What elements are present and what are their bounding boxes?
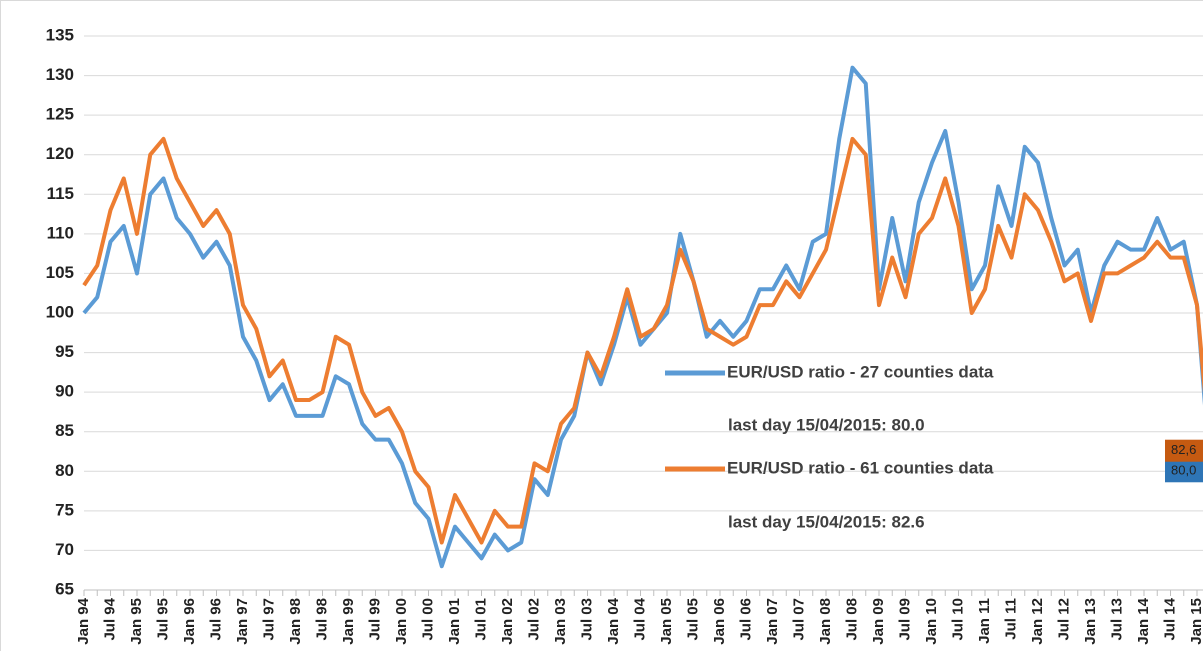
x-tick-label: Jan 09 — [870, 598, 887, 645]
x-tick-label: Jul 95 — [154, 598, 171, 641]
y-tick-label: 85 — [55, 421, 74, 440]
data-label: 82,6 — [1171, 442, 1196, 457]
x-tick-label: Jul 09 — [896, 598, 913, 641]
x-tick-label: Jul 99 — [366, 598, 383, 641]
y-tick-label: 90 — [55, 382, 74, 401]
legend-label: EUR/USD ratio - 27 counties data — [727, 362, 994, 381]
x-tick-label: Jan 06 — [711, 598, 728, 645]
y-tick-label: 120 — [46, 144, 74, 163]
legend-label: EUR/USD ratio - 61 counties data — [727, 458, 994, 477]
y-tick-label: 70 — [55, 540, 74, 559]
x-tick-label: Jan 94 — [75, 597, 92, 644]
x-tick-label: Jul 04 — [631, 597, 648, 640]
x-tick-label: Jan 03 — [552, 598, 569, 645]
annotation: last day 15/04/2015: 82.6 — [728, 512, 925, 531]
y-tick-label: 75 — [55, 500, 74, 519]
x-tick-label: Jan 07 — [764, 598, 781, 645]
x-tick-label: Jan 02 — [499, 598, 516, 645]
x-tick-label: Jan 12 — [1029, 598, 1046, 645]
x-tick-label: Jul 97 — [260, 598, 277, 641]
x-tick-label: Jan 99 — [340, 598, 357, 645]
data-label-box — [1165, 439, 1203, 462]
y-tick-label: 125 — [46, 105, 74, 124]
x-tick-label: Jan 96 — [181, 598, 198, 645]
series-line — [82, 136, 1203, 545]
y-tick-label: 115 — [47, 184, 74, 203]
y-tick-label: 95 — [55, 342, 74, 361]
y-tick-label: 80 — [55, 461, 74, 480]
x-tick-label: Jul 06 — [737, 598, 754, 641]
x-tick-label: Jan 14 — [1135, 597, 1152, 644]
y-tick-label: 100 — [46, 302, 74, 321]
x-tick-label: Jan 00 — [393, 598, 410, 645]
x-tick-label: Jul 07 — [790, 598, 807, 641]
x-tick-label: Jan 98 — [287, 598, 304, 645]
x-tick-label: Jan 01 — [446, 598, 463, 645]
x-tick-label: Jan 05 — [658, 598, 675, 645]
x-tick-label: Jan 95 — [128, 598, 145, 645]
x-tick-label: Jul 05 — [684, 598, 701, 641]
x-tick-label: Jul 12 — [1055, 598, 1072, 641]
x-tick-label: Jan 11 — [976, 598, 993, 644]
x-tick-label: Jul 00 — [419, 598, 436, 641]
x-tick-label: Jan 13 — [1082, 598, 1099, 645]
x-tick-label: Jan 15 — [1188, 598, 1203, 645]
x-tick-label: Jan 97 — [234, 598, 251, 645]
annotation: last day 15/04/2015: 80.0 — [728, 415, 925, 434]
y-tick-label: 65 — [55, 579, 74, 598]
y-tick-label: 105 — [46, 263, 74, 282]
x-tick-label: Jul 96 — [207, 598, 224, 641]
x-tick-label: Jul 08 — [843, 598, 860, 641]
data-label-box — [1165, 460, 1203, 483]
y-tick-label: 110 — [47, 223, 74, 242]
x-tick-label: Jul 03 — [578, 598, 595, 641]
x-tick-label: Jan 10 — [923, 598, 940, 645]
data-label: 80,0 — [1171, 463, 1196, 478]
x-tick-label: Jan 08 — [817, 598, 834, 645]
x-tick-label: Jul 11 — [1002, 598, 1019, 640]
x-tick-label: Jan 04 — [605, 597, 622, 644]
x-tick-label: Jul 14 — [1161, 597, 1178, 640]
plot: 80,0 82,6 — [82, 65, 1203, 569]
y-tick-label: 135 — [46, 25, 74, 44]
x-tick-label: Jul 94 — [101, 597, 118, 640]
x-tick-label: Jul 10 — [949, 598, 966, 641]
y-tick-label: 130 — [46, 65, 74, 84]
x-tick-label: Jul 01 — [472, 598, 489, 641]
x-tick-label: Jul 98 — [313, 598, 330, 641]
x-tick-label: Jul 13 — [1108, 598, 1125, 641]
series-line — [82, 65, 1203, 569]
x-tick-label: Jul 02 — [525, 598, 542, 641]
